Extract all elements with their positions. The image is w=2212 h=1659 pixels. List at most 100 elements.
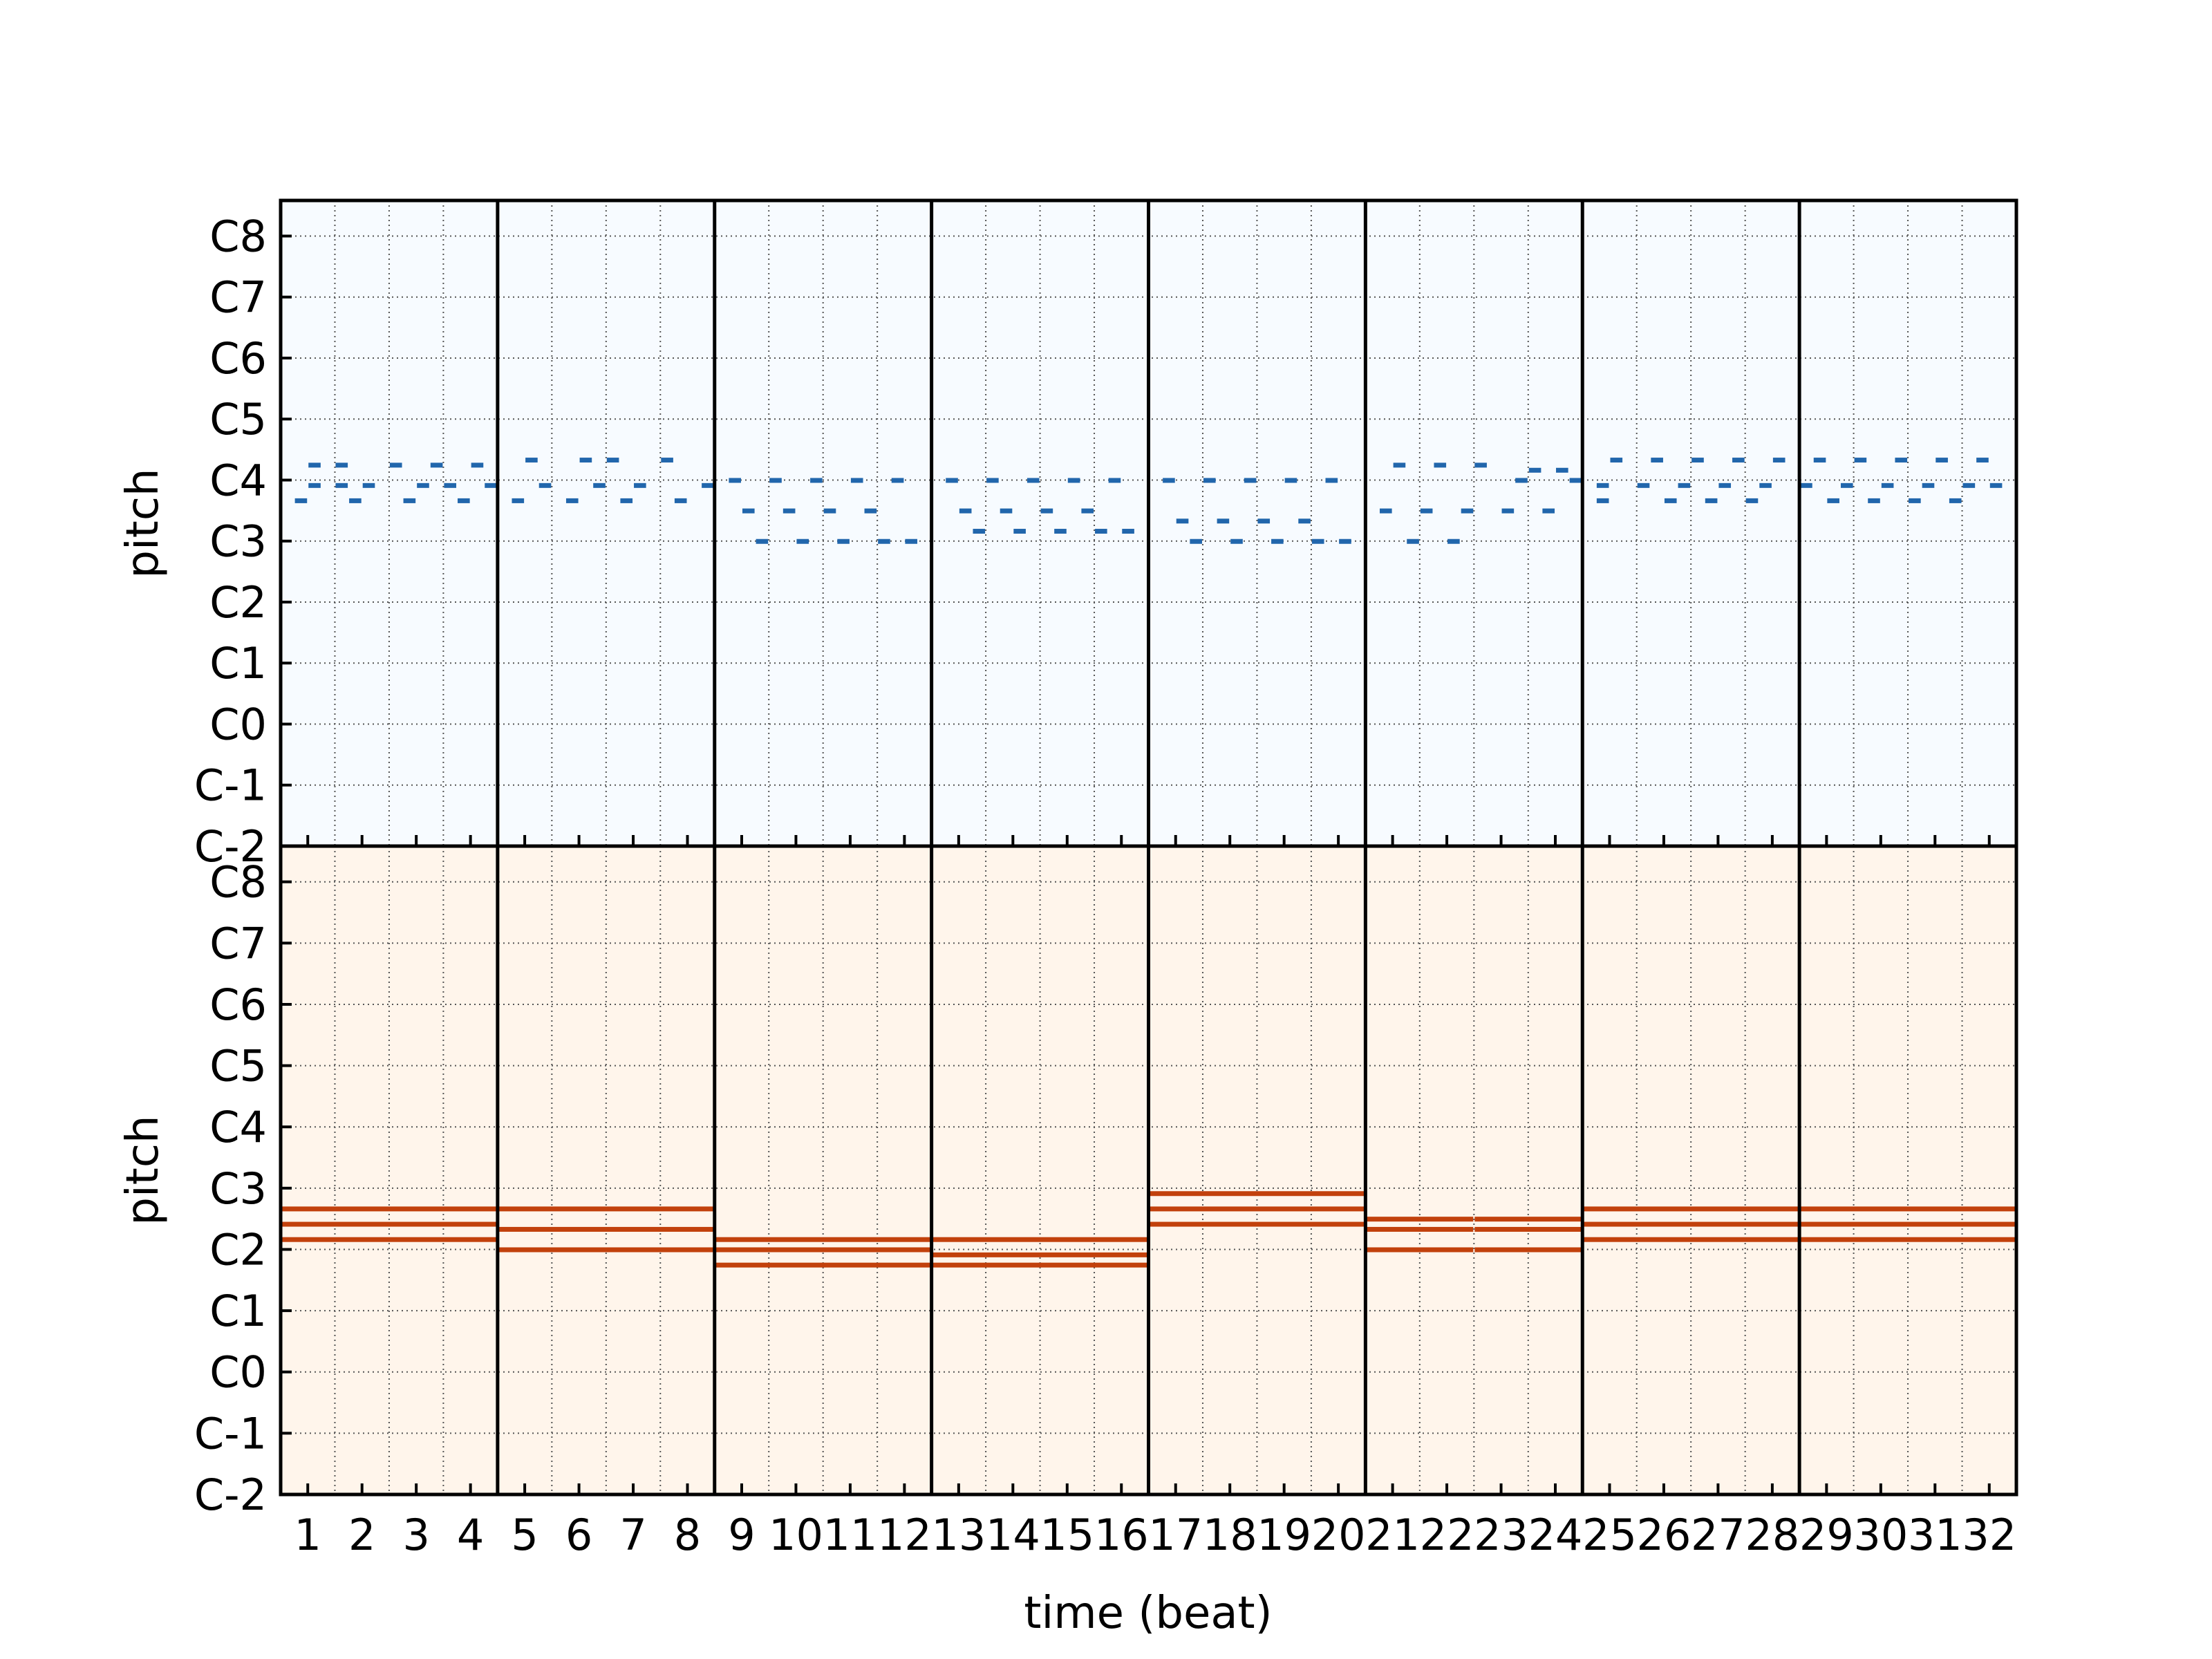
note (1311, 538, 1324, 544)
note (403, 498, 416, 503)
note (1203, 478, 1216, 483)
note (742, 508, 755, 514)
note (1474, 1217, 1582, 1222)
y-tick-label: C-1 (194, 760, 267, 811)
note (1962, 482, 1976, 488)
note (1393, 462, 1406, 468)
note (1772, 458, 1785, 463)
x-tick-label: 31 (1908, 1510, 1962, 1560)
note (1163, 478, 1175, 483)
note (959, 508, 972, 514)
x-tick-label: 3 (402, 1510, 429, 1560)
y-tick-label: C5 (209, 394, 267, 444)
note (1379, 508, 1392, 514)
note (1909, 498, 1921, 503)
x-tick-label: 28 (1745, 1510, 1799, 1560)
note (1840, 482, 1853, 488)
y-axis-label: pitch (118, 468, 169, 578)
x-tick-label: 1 (294, 1510, 321, 1560)
note (1298, 518, 1311, 524)
y-tick-label: C4 (209, 1102, 267, 1152)
y-tick-label: C2 (209, 577, 267, 628)
note (1651, 458, 1663, 463)
note (1054, 529, 1067, 534)
note (593, 482, 606, 488)
note (729, 478, 741, 483)
note (335, 482, 348, 488)
note (986, 478, 999, 483)
y-tick-label: C-1 (194, 1408, 267, 1459)
note (1583, 1221, 1799, 1227)
x-tick-label: 11 (823, 1510, 877, 1560)
note (1339, 538, 1351, 544)
note (1081, 508, 1094, 514)
note (498, 1206, 714, 1212)
note (1528, 467, 1541, 473)
note (850, 478, 863, 483)
x-tick-label: 8 (674, 1510, 701, 1560)
note (308, 482, 321, 488)
note (294, 498, 308, 503)
note (756, 538, 769, 544)
y-tick-label: C6 (209, 333, 267, 384)
note (485, 482, 497, 488)
note (308, 462, 321, 468)
note (444, 482, 457, 488)
note (1176, 518, 1189, 524)
x-tick-label: 24 (1528, 1510, 1583, 1560)
x-tick-label: 15 (1040, 1510, 1094, 1560)
note (973, 529, 986, 534)
note (620, 498, 633, 503)
note (1664, 498, 1677, 503)
note (1108, 478, 1121, 483)
note (1284, 478, 1297, 483)
note (1949, 498, 1962, 503)
y-tick-label: C3 (209, 516, 267, 567)
note (864, 508, 877, 514)
x-tick-label: 12 (877, 1510, 932, 1560)
note (1691, 458, 1704, 463)
note (1027, 478, 1040, 483)
x-tick-label: 14 (986, 1510, 1040, 1560)
note (1542, 508, 1555, 514)
note (932, 1252, 1148, 1257)
note (796, 538, 809, 544)
note (458, 498, 470, 503)
x-tick-label: 27 (1691, 1510, 1745, 1560)
note (1881, 482, 1894, 488)
y-tick-label: C8 (209, 857, 267, 908)
note (905, 538, 918, 544)
note (1637, 482, 1650, 488)
note (281, 1206, 497, 1212)
note (1190, 538, 1202, 544)
note (1827, 498, 1839, 503)
note (1800, 1206, 2016, 1212)
note (1596, 482, 1609, 488)
y-tick-label: C1 (209, 638, 267, 688)
note (349, 498, 362, 503)
note (281, 1221, 497, 1227)
y-tick-label: C-2 (194, 1470, 267, 1520)
note (837, 538, 850, 544)
y-axis-label: pitch (118, 1115, 169, 1225)
note (1149, 1206, 1365, 1212)
x-tick-label: 26 (1637, 1510, 1691, 1560)
note (1257, 518, 1271, 524)
note (281, 1237, 497, 1242)
note (1474, 1247, 1582, 1253)
note (538, 482, 552, 488)
note (1854, 458, 1867, 463)
x-tick-label: 25 (1582, 1510, 1637, 1560)
note (1976, 458, 1989, 463)
y-tick-label: C-2 (194, 821, 267, 872)
x-tick-label: 17 (1148, 1510, 1203, 1560)
note (512, 498, 525, 503)
note (782, 508, 796, 514)
x-tick-label: 32 (1962, 1510, 2016, 1560)
note (1447, 538, 1460, 544)
note (674, 498, 687, 503)
note (1596, 498, 1609, 503)
note (1800, 1221, 2016, 1227)
note (1800, 1237, 2016, 1242)
